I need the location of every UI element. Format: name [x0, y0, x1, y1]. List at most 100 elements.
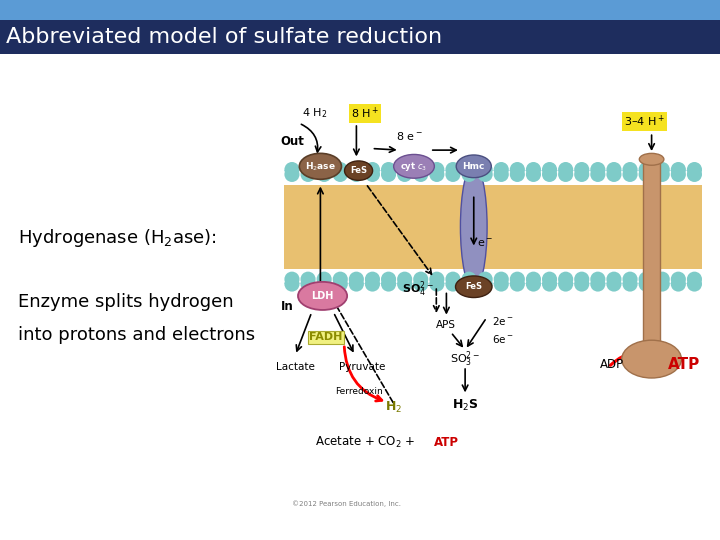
Text: Out: Out [281, 135, 305, 148]
Ellipse shape [574, 276, 589, 292]
Ellipse shape [429, 272, 444, 287]
Bar [643, 157, 660, 354]
Bar [0, 0, 720, 20]
Ellipse shape [671, 162, 686, 177]
Ellipse shape [456, 155, 491, 178]
Ellipse shape [623, 272, 638, 287]
Ellipse shape [300, 167, 315, 182]
Text: FADH: FADH [310, 333, 343, 342]
Ellipse shape [526, 272, 541, 287]
Text: H$_2$: H$_2$ [384, 400, 402, 415]
Ellipse shape [446, 276, 461, 292]
Ellipse shape [526, 162, 541, 177]
Ellipse shape [413, 162, 428, 177]
Ellipse shape [284, 272, 300, 287]
Ellipse shape [462, 162, 477, 177]
Text: Pyruvate: Pyruvate [339, 362, 385, 372]
Ellipse shape [623, 162, 638, 177]
Ellipse shape [477, 162, 492, 177]
Ellipse shape [606, 276, 621, 292]
Ellipse shape [413, 167, 428, 182]
Text: ADP: ADP [600, 358, 624, 371]
Ellipse shape [526, 276, 541, 292]
Ellipse shape [397, 272, 413, 287]
Ellipse shape [590, 276, 606, 292]
Bar [284, 170, 702, 171]
Text: Ferredoxin: Ferredoxin [336, 387, 383, 396]
Text: FeS: FeS [465, 282, 482, 291]
Text: Acetate + CO$_2$ +: Acetate + CO$_2$ + [315, 435, 417, 450]
Ellipse shape [300, 162, 315, 177]
Ellipse shape [542, 167, 557, 182]
Ellipse shape [429, 162, 444, 177]
Ellipse shape [381, 167, 396, 182]
Text: H$_2$ase: H$_2$ase [305, 160, 336, 173]
Text: H$_2$S: H$_2$S [452, 397, 478, 413]
Text: FeS: FeS [350, 166, 367, 175]
Text: 6e$^-$: 6e$^-$ [492, 333, 513, 345]
Ellipse shape [671, 272, 686, 287]
Text: 8 e$^-$: 8 e$^-$ [396, 130, 423, 142]
Ellipse shape [344, 161, 373, 180]
Ellipse shape [348, 272, 364, 287]
Ellipse shape [460, 164, 487, 289]
Ellipse shape [494, 162, 509, 177]
Ellipse shape [397, 162, 413, 177]
Text: APS: APS [436, 320, 456, 330]
Ellipse shape [510, 276, 525, 292]
Ellipse shape [494, 276, 509, 292]
Ellipse shape [348, 167, 364, 182]
Ellipse shape [574, 167, 589, 182]
Text: 8 H$^+$: 8 H$^+$ [351, 106, 379, 121]
Text: 2e$^-$: 2e$^-$ [492, 315, 513, 327]
Ellipse shape [284, 162, 300, 177]
Ellipse shape [606, 272, 621, 287]
Bar [284, 185, 702, 269]
Ellipse shape [333, 272, 348, 287]
Ellipse shape [381, 272, 396, 287]
Ellipse shape [477, 167, 492, 182]
Text: LDH: LDH [311, 291, 334, 301]
Ellipse shape [456, 276, 492, 298]
Ellipse shape [348, 276, 364, 292]
Ellipse shape [413, 272, 428, 287]
Ellipse shape [381, 276, 396, 292]
Ellipse shape [462, 276, 477, 292]
Ellipse shape [333, 276, 348, 292]
Ellipse shape [300, 153, 341, 179]
Ellipse shape [510, 167, 525, 182]
Ellipse shape [542, 272, 557, 287]
Ellipse shape [300, 276, 315, 292]
Ellipse shape [654, 167, 670, 182]
Ellipse shape [365, 162, 380, 177]
Ellipse shape [333, 167, 348, 182]
Ellipse shape [381, 162, 396, 177]
Ellipse shape [462, 167, 477, 182]
Ellipse shape [558, 167, 573, 182]
Ellipse shape [397, 276, 413, 292]
Text: ATP: ATP [434, 436, 459, 449]
Ellipse shape [687, 272, 702, 287]
Ellipse shape [365, 167, 380, 182]
Text: 4 H$_2$: 4 H$_2$ [302, 106, 328, 120]
Ellipse shape [687, 162, 702, 177]
Ellipse shape [654, 272, 670, 287]
Ellipse shape [317, 167, 332, 182]
Ellipse shape [542, 162, 557, 177]
Ellipse shape [429, 167, 444, 182]
Ellipse shape [542, 276, 557, 292]
Ellipse shape [429, 276, 444, 292]
Ellipse shape [606, 162, 621, 177]
Ellipse shape [284, 167, 300, 182]
Text: Hydrogenase (H$_2$ase):: Hydrogenase (H$_2$ase): [18, 227, 217, 248]
Ellipse shape [590, 167, 606, 182]
Text: ©2012 Pearson Education, Inc.: ©2012 Pearson Education, Inc. [292, 500, 400, 507]
Ellipse shape [558, 162, 573, 177]
Ellipse shape [477, 272, 492, 287]
Ellipse shape [394, 154, 434, 178]
Ellipse shape [639, 153, 664, 165]
Ellipse shape [574, 162, 589, 177]
Ellipse shape [687, 167, 702, 182]
Text: Enzyme splits hydrogen: Enzyme splits hydrogen [18, 293, 233, 312]
Ellipse shape [622, 340, 681, 378]
